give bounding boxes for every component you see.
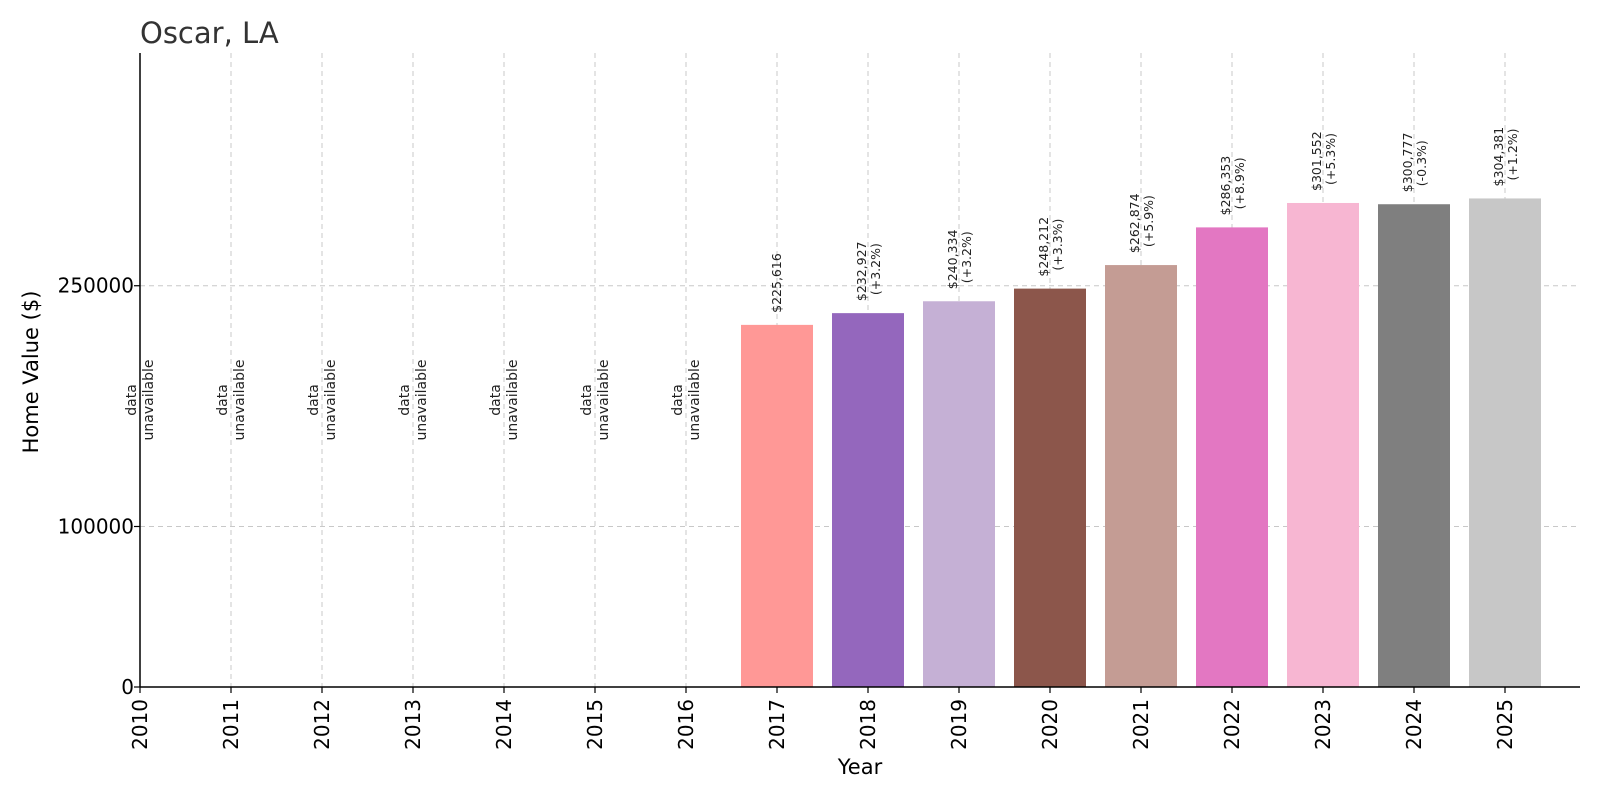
bar bbox=[1196, 227, 1268, 687]
bar-labels: dataunavailable dataunavailable dataunavai… bbox=[124, 127, 1520, 441]
y-tick-label: 250000 bbox=[58, 274, 134, 298]
bar bbox=[923, 301, 995, 687]
x-tick-label: 2021 bbox=[1129, 699, 1153, 750]
bar-value-label: $232,927(+3.2%) bbox=[854, 241, 883, 301]
axes bbox=[139, 53, 1580, 688]
bar-value-label: $304,381(+1.2%) bbox=[1491, 127, 1520, 187]
bar-missing-label: dataunavailable bbox=[488, 360, 521, 441]
x-tick-label: 2023 bbox=[1311, 699, 1335, 750]
x-tick-label: 2022 bbox=[1220, 699, 1244, 750]
x-tick-label: 2014 bbox=[492, 699, 516, 750]
x-tick-label: 2018 bbox=[856, 699, 880, 750]
x-tick-label: 2019 bbox=[947, 699, 971, 750]
bar bbox=[1469, 198, 1541, 688]
x-axis-title: Year bbox=[837, 755, 883, 779]
x-tick-label: 2025 bbox=[1493, 699, 1517, 750]
x-tick-label: 2011 bbox=[219, 699, 243, 750]
bar-missing-label: dataunavailable bbox=[579, 360, 612, 441]
y-axis-title: Home Value ($) bbox=[19, 291, 43, 454]
bar-value-label: $301,552(+5.3%) bbox=[1309, 131, 1338, 191]
x-tick-label: 2015 bbox=[583, 699, 607, 750]
bar-missing-label: dataunavailable bbox=[215, 360, 248, 441]
x-tick-label: 2016 bbox=[674, 699, 698, 750]
bar-value-label: $300,777(-0.3%) bbox=[1400, 133, 1429, 193]
bar-missing-label: dataunavailable bbox=[306, 360, 339, 441]
bar bbox=[741, 324, 813, 687]
x-tick-label: 2012 bbox=[310, 699, 334, 750]
bars bbox=[741, 198, 1541, 688]
bar bbox=[832, 313, 904, 687]
x-tick-label: 2020 bbox=[1038, 699, 1062, 750]
chart-title: Oscar, LA bbox=[140, 16, 279, 50]
y-ticks: 0 100000 250000 bbox=[58, 274, 140, 699]
x-tick-label: 2024 bbox=[1402, 699, 1426, 750]
bar-missing-label: dataunavailable bbox=[397, 360, 430, 441]
x-tick-label: 2010 bbox=[128, 699, 152, 750]
bar-value-label: $248,212(+3.3%) bbox=[1036, 217, 1065, 277]
bar-value-label: $225,616 bbox=[769, 253, 784, 313]
bar bbox=[1105, 265, 1177, 687]
bar bbox=[1014, 288, 1086, 687]
x-tick-label: 2013 bbox=[401, 699, 425, 750]
bar bbox=[1378, 204, 1450, 687]
x-tick-label: 2017 bbox=[765, 699, 789, 750]
bar-missing-label: dataunavailable bbox=[670, 360, 703, 441]
bar-value-label: $262,874(+5.9%) bbox=[1127, 193, 1156, 253]
y-tick-label: 100000 bbox=[58, 514, 134, 538]
bar bbox=[1287, 202, 1359, 687]
y-tick-label: 0 bbox=[121, 675, 134, 699]
bar-value-label: $286,353(+8.9%) bbox=[1218, 156, 1247, 216]
bar-missing-label: dataunavailable bbox=[124, 360, 157, 441]
bar-value-label: $240,334(+3.2%) bbox=[945, 230, 974, 290]
x-ticks: 2010 2011 2012 2013 2014 2015 2016 2017 2018 2019… bbox=[128, 687, 1517, 750]
